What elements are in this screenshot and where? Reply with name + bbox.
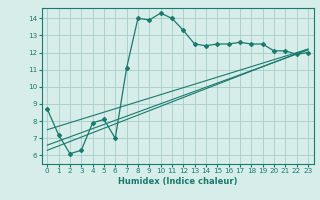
X-axis label: Humidex (Indice chaleur): Humidex (Indice chaleur) [118,177,237,186]
